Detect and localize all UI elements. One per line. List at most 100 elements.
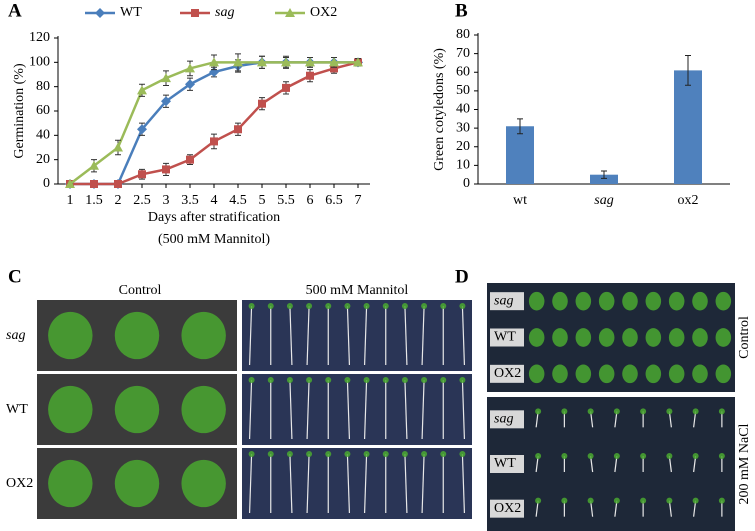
seedling bbox=[306, 303, 313, 309]
y-tick-label: 100 bbox=[29, 55, 50, 70]
legend-label: WT bbox=[120, 5, 142, 20]
seedling bbox=[598, 364, 615, 384]
seedling bbox=[248, 377, 255, 383]
root bbox=[404, 305, 408, 366]
bar bbox=[506, 126, 534, 184]
seedling bbox=[666, 497, 673, 504]
root bbox=[306, 453, 310, 514]
subtitle: (500 mM Mannitol) bbox=[158, 232, 270, 247]
seedling bbox=[114, 459, 160, 508]
y-tick-label: 40 bbox=[456, 102, 470, 117]
y-tick-label: 70 bbox=[456, 46, 470, 61]
seedling bbox=[692, 328, 708, 347]
seedling bbox=[440, 303, 447, 309]
seedling bbox=[421, 451, 428, 457]
seedling bbox=[306, 377, 313, 383]
x-tick-label: 4 bbox=[211, 193, 218, 208]
seedling bbox=[598, 291, 615, 311]
x-tick-label: 3.5 bbox=[181, 193, 199, 208]
seedling bbox=[248, 303, 255, 309]
x-tick-label: 4.5 bbox=[229, 193, 247, 208]
x-tick-label: 1.5 bbox=[85, 193, 103, 208]
seedling bbox=[114, 311, 160, 360]
seedling bbox=[552, 364, 568, 384]
marker bbox=[162, 165, 170, 174]
y-tick-label: 0 bbox=[43, 176, 50, 191]
marker bbox=[161, 73, 171, 83]
marker bbox=[306, 71, 314, 80]
marker bbox=[137, 85, 147, 95]
seedling bbox=[622, 328, 638, 347]
error-bar bbox=[685, 54, 691, 86]
row-label: OX2 bbox=[494, 366, 521, 381]
seedling bbox=[666, 453, 673, 459]
root bbox=[421, 379, 425, 440]
seedling bbox=[535, 408, 542, 415]
y-tick-label: 60 bbox=[36, 103, 50, 118]
seedling bbox=[325, 377, 332, 383]
seedling bbox=[715, 328, 732, 347]
seedling bbox=[363, 451, 370, 457]
y-tick-label: 20 bbox=[36, 152, 50, 167]
seedling bbox=[645, 291, 662, 311]
root bbox=[306, 305, 310, 366]
seedling bbox=[668, 328, 685, 347]
seedling bbox=[598, 328, 615, 347]
panel-label: A bbox=[8, 0, 22, 21]
root bbox=[346, 379, 351, 440]
seedling bbox=[715, 291, 732, 311]
marker bbox=[329, 57, 339, 67]
seedling bbox=[286, 303, 293, 309]
x-tick-label: sag bbox=[594, 193, 613, 208]
seedling bbox=[382, 377, 389, 383]
seedling bbox=[459, 303, 466, 309]
seedling bbox=[325, 303, 332, 309]
y-axis-label: Germination (%) bbox=[12, 63, 27, 159]
seedling bbox=[440, 377, 447, 383]
marker bbox=[89, 160, 99, 170]
marker bbox=[90, 180, 98, 188]
series-line bbox=[69, 61, 358, 185]
row-label: WT bbox=[6, 402, 28, 417]
seedling bbox=[613, 408, 620, 415]
seedling bbox=[267, 303, 274, 309]
seedling bbox=[640, 408, 647, 415]
seedling bbox=[552, 291, 568, 311]
seedling bbox=[459, 451, 466, 457]
seedling bbox=[692, 291, 708, 311]
seedling bbox=[535, 497, 542, 504]
row-label: sag bbox=[494, 412, 513, 427]
label-backing bbox=[490, 364, 524, 383]
row-label: sag bbox=[494, 293, 513, 308]
seedling bbox=[401, 377, 408, 383]
seedling bbox=[645, 328, 662, 347]
marker bbox=[305, 57, 315, 67]
seedling bbox=[715, 364, 732, 384]
seedling bbox=[382, 303, 389, 309]
seedling bbox=[587, 453, 594, 459]
column-title: 500 mM Mannitol bbox=[306, 283, 409, 298]
marker bbox=[185, 63, 195, 73]
row-label: sag bbox=[6, 328, 25, 343]
bar bbox=[590, 174, 618, 184]
seedling bbox=[248, 451, 255, 457]
seedling bbox=[587, 408, 594, 415]
seedling bbox=[181, 311, 226, 360]
root bbox=[461, 305, 466, 366]
marker bbox=[234, 125, 242, 134]
seedling bbox=[48, 311, 93, 360]
group-label: Control bbox=[737, 316, 752, 359]
y-tick-label: 50 bbox=[456, 83, 470, 98]
seedling bbox=[421, 303, 428, 309]
seedling bbox=[267, 451, 274, 457]
root bbox=[363, 305, 368, 366]
seedling bbox=[552, 328, 568, 347]
seedling bbox=[421, 377, 428, 383]
marker bbox=[257, 57, 267, 67]
seedling bbox=[692, 497, 699, 504]
legend-marker bbox=[191, 9, 199, 17]
seedling bbox=[640, 497, 647, 504]
panel-label: B bbox=[455, 0, 468, 21]
x-tick-label: wt bbox=[513, 193, 527, 208]
x-tick-label: 7 bbox=[355, 193, 362, 208]
